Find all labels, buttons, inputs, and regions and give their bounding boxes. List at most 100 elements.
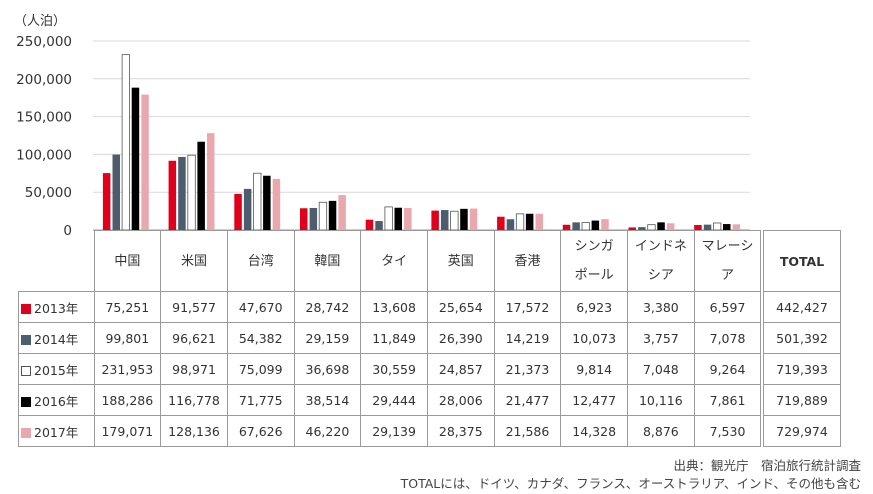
bar	[460, 208, 468, 230]
bar	[102, 173, 111, 230]
bar	[365, 219, 374, 230]
table-cell: 7,530	[693, 415, 762, 447]
table-cell: 38,514	[293, 384, 362, 416]
table-cell: 188,286	[93, 384, 162, 416]
bar	[234, 193, 242, 230]
bar	[723, 224, 731, 230]
total-row: 719,889	[763, 384, 841, 416]
category-label: 中国	[114, 253, 141, 269]
bar	[647, 224, 656, 231]
legend-swatch	[21, 303, 31, 314]
table-cell: 91,577	[160, 291, 228, 323]
bar	[263, 175, 271, 230]
bar	[628, 227, 636, 230]
table-cell: 98,971	[160, 353, 228, 385]
category-label: ア	[721, 268, 735, 283]
table-cell: 17,572	[493, 291, 562, 323]
legend-swatch	[21, 365, 31, 376]
bar	[328, 200, 337, 230]
category-header: 韓国	[293, 230, 362, 292]
y-tick-label: 200,000	[16, 72, 72, 88]
y-tick-label: 100,000	[16, 147, 72, 163]
table-cell: 96,621	[160, 322, 228, 354]
table-cell: 6,597	[693, 291, 762, 323]
bar	[572, 222, 580, 230]
table-row: 2017年 179,071 128,136 67,626 46,220 29,139 28,…	[18, 415, 762, 447]
category-header: 香港	[493, 230, 562, 292]
total-row: 442,427	[763, 291, 841, 323]
table-row: 2014年 99,801 96,621 54,382 29,159 11,849 26,39…	[18, 322, 762, 354]
legend-label: 2013年	[34, 300, 79, 316]
table-cell: 13,608	[360, 291, 428, 323]
bar	[431, 210, 439, 230]
bar	[131, 87, 140, 230]
bar	[581, 222, 590, 231]
total-row: 719,393	[763, 353, 841, 385]
bar	[525, 213, 534, 230]
bar	[441, 210, 449, 230]
bar	[253, 172, 262, 231]
legend-entry: 2013年	[18, 291, 95, 323]
legend-entry: 2014年	[18, 322, 95, 354]
y-axis-unit: （人泊）	[14, 14, 67, 29]
legend-entry: 2016年	[18, 384, 95, 416]
total-note: TOTALには、ドイツ、カナダ、フランス、オーストラリア、インド、その他も含む	[400, 476, 861, 491]
bar	[469, 208, 478, 230]
category-label: シンガ	[574, 239, 614, 254]
table-cell: 25,654	[426, 291, 495, 323]
table-cell: 10,116	[627, 384, 695, 416]
legend-swatch	[21, 396, 31, 407]
bar	[562, 224, 571, 230]
bar	[197, 141, 205, 230]
bar	[657, 222, 665, 230]
category-header: インドネ シア	[627, 230, 695, 292]
bar	[591, 220, 600, 230]
table-cell: 9,814	[560, 353, 628, 385]
legend-entry: 2015年	[18, 353, 95, 385]
total-cell: 719,393	[763, 353, 841, 385]
table-cell: 179,071	[93, 415, 162, 447]
table-cell: 28,375	[426, 415, 495, 447]
total-cell: 729,974	[763, 415, 841, 447]
bar	[309, 207, 318, 230]
table-row: 2013年 75,251 91,577 47,670 28,742 13,608 25,65…	[18, 291, 762, 323]
bar	[732, 224, 741, 230]
table-row: 2015年 231,953 98,971 75,099 36,698 30,559 24,8…	[18, 353, 762, 385]
table-cell: 29,444	[360, 384, 428, 416]
category-label: インドネ	[634, 239, 687, 254]
category-header: タイ	[360, 230, 428, 292]
bar	[178, 156, 186, 230]
table-cell: 14,219	[493, 322, 562, 354]
data-table: 中国 米国 台湾 韓国 タイ 英国 香港 シンガ ポール インドネ シア マレーシア 2013年 75,2…	[18, 230, 762, 447]
table-cell: 29,159	[293, 322, 362, 354]
table-cell: 21,373	[493, 353, 562, 385]
table-cell: 99,801	[93, 322, 162, 354]
table-cell: 47,670	[226, 291, 295, 323]
table-cell: 71,775	[226, 384, 295, 416]
bar	[601, 219, 609, 230]
table-cell: 26,390	[426, 322, 495, 354]
bar	[168, 160, 177, 230]
table-cell: 231,953	[93, 353, 162, 385]
table-cell: 6,923	[560, 291, 628, 323]
total-header: TOTAL	[763, 230, 841, 292]
table-cell: 28,742	[293, 291, 362, 323]
table-cell: 3,380	[627, 291, 695, 323]
table-cell: 67,626	[226, 415, 295, 447]
source-note: 出典：観光庁 宿泊旅行統計調査	[673, 458, 861, 473]
table-cell: 7,048	[627, 353, 695, 385]
legend-label: 2014年	[34, 331, 79, 347]
table-cell: 29,139	[360, 415, 428, 447]
bar	[404, 207, 412, 230]
table-cell: 21,586	[493, 415, 562, 447]
legend-swatch	[21, 334, 31, 345]
bar	[121, 54, 130, 231]
legend-entry: 2017年	[18, 415, 95, 447]
legend-label: 2016年	[34, 393, 79, 409]
total-row: 501,392	[763, 322, 841, 354]
total-row: 729,974	[763, 415, 841, 447]
category-header: 台湾	[226, 230, 295, 292]
bar	[375, 221, 383, 230]
legend-label: 2015年	[34, 362, 79, 378]
